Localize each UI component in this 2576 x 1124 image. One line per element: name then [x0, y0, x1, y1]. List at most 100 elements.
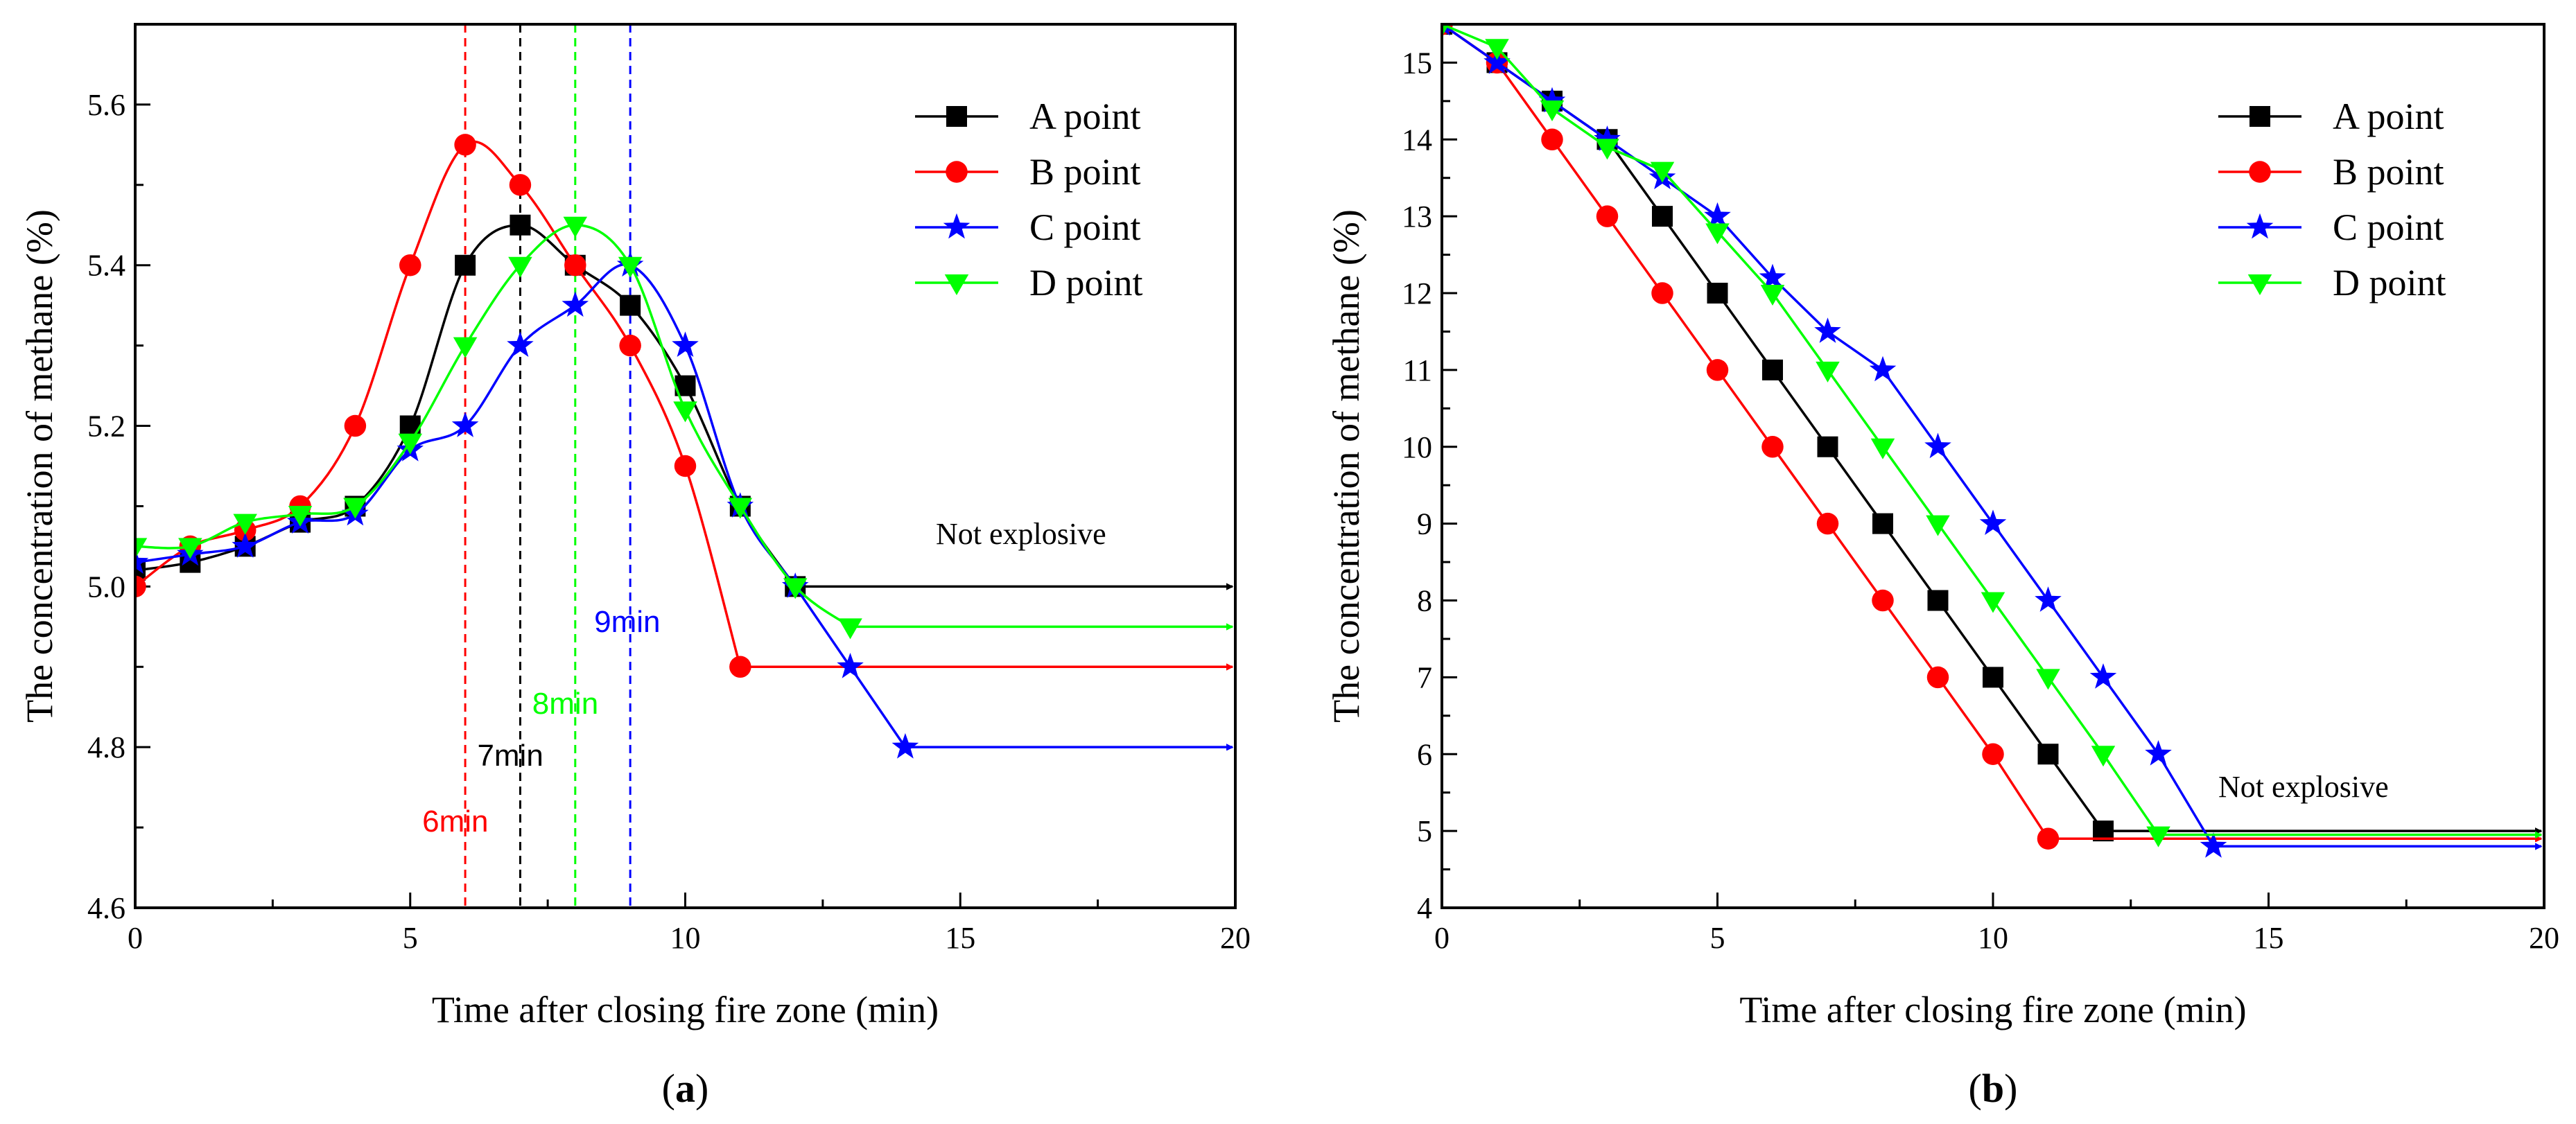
data-point: [618, 256, 643, 278]
y-tick-label: 4.6: [87, 891, 125, 925]
x-tick-label: 20: [1220, 921, 1251, 955]
data-point: [1704, 202, 1731, 228]
reference-line-label: 7min: [477, 739, 543, 773]
data-point: [454, 134, 476, 156]
data-point: [398, 433, 422, 455]
reference-line-label: 6min: [422, 805, 488, 838]
legend-marker: [2247, 274, 2272, 295]
data-point: [2145, 740, 2172, 766]
data-point: [1760, 285, 1785, 306]
data-point: [451, 412, 479, 437]
data-point: [728, 498, 753, 519]
axes-frame: [1441, 23, 2545, 909]
data-point: [729, 656, 751, 678]
not-explosive-annotation: Not explosive: [2218, 770, 2389, 804]
data-point: [1705, 223, 1730, 245]
data-point: [783, 578, 808, 599]
data-point: [1594, 125, 1621, 151]
data-point: [1926, 666, 1949, 689]
legend-marker: [2246, 213, 2274, 239]
data-point: [1814, 317, 1841, 343]
data-point: [1816, 512, 1839, 535]
legend-marker: [946, 106, 967, 127]
data-point: [399, 415, 421, 437]
data-point: [507, 331, 534, 357]
data-point: [399, 254, 421, 276]
legend-entry: A point: [2218, 96, 2444, 137]
legend-entry: B point: [915, 151, 1141, 193]
x-tick-label: 5: [1710, 921, 1725, 955]
data-point: [510, 214, 531, 236]
x-tick-label: 5: [403, 921, 418, 955]
data-point: [1981, 592, 2005, 613]
legend-label: D point: [2333, 262, 2446, 304]
data-point: [344, 414, 367, 437]
panel-label: (b): [1969, 1066, 2018, 1111]
x-tick-label: 10: [1978, 921, 2008, 955]
data-point: [2037, 827, 2060, 850]
y-tick-label: 7: [1417, 660, 1432, 694]
data-point: [1541, 128, 1563, 151]
x-tick-label: 15: [945, 921, 975, 955]
not-explosive-annotation: Not explosive: [936, 517, 1106, 551]
data-point: [1870, 438, 1895, 459]
y-tick-label: 11: [1403, 353, 1432, 387]
legend-entry: C point: [915, 207, 1141, 248]
data-point: [1538, 87, 1566, 113]
data-point: [672, 331, 699, 357]
y-tick-label: 10: [1402, 430, 1432, 464]
y-tick-label: 9: [1417, 507, 1432, 541]
plot-area: [1442, 24, 2541, 858]
data-point: [233, 513, 257, 535]
data-point: [675, 375, 696, 396]
axes-frame: [134, 23, 1237, 909]
data-point: [453, 337, 478, 358]
x-tick-label: 10: [670, 921, 701, 955]
legend-marker: [946, 161, 968, 183]
legend-label: B point: [2333, 151, 2444, 193]
y-tick-label: 5: [1417, 814, 1432, 848]
x-axis-title: Time after closing fire zone (min): [432, 989, 939, 1030]
data-point: [1762, 359, 1783, 380]
data-point: [508, 256, 532, 278]
data-point: [838, 618, 862, 640]
x-tick-label: 0: [1434, 921, 1450, 955]
data-point: [2089, 663, 2117, 689]
series-b-point: [1442, 24, 2541, 850]
data-point: [1485, 39, 1509, 60]
data-point: [1483, 49, 1511, 74]
x-tick-label: 20: [2529, 921, 2559, 955]
data-point: [1869, 355, 1897, 382]
legend-label: C point: [2333, 207, 2444, 248]
data-point: [2035, 586, 2062, 612]
data-point: [1982, 743, 2004, 766]
series-d-point: [135, 216, 1233, 640]
data-point: [232, 532, 259, 558]
data-point: [673, 401, 697, 423]
legend-marker: [944, 274, 969, 295]
legend: A point B point C point D point: [2218, 96, 2446, 304]
data-point: [1979, 509, 2007, 535]
series-c-point: [135, 251, 1233, 759]
data-point: [2093, 820, 2114, 842]
legend-label: A point: [1029, 96, 1141, 137]
data-point: [563, 216, 588, 238]
series-c-point: [1442, 24, 2541, 858]
data-point: [135, 548, 149, 574]
data-point: [178, 538, 202, 559]
data-point: [1926, 515, 1950, 536]
legend-label: C point: [1029, 207, 1141, 248]
data-point: [1983, 667, 2003, 688]
data-point: [1595, 139, 1619, 160]
data-point: [1651, 282, 1673, 304]
series-line: [1442, 24, 2105, 832]
data-point: [135, 538, 148, 559]
data-point: [2036, 669, 2060, 690]
legend-marker: [2249, 161, 2271, 183]
y-tick-label: 5.2: [87, 410, 125, 444]
series-line: [135, 224, 851, 628]
legend-entry: B point: [2218, 151, 2444, 193]
data-point: [343, 498, 367, 519]
data-point: [564, 254, 586, 276]
